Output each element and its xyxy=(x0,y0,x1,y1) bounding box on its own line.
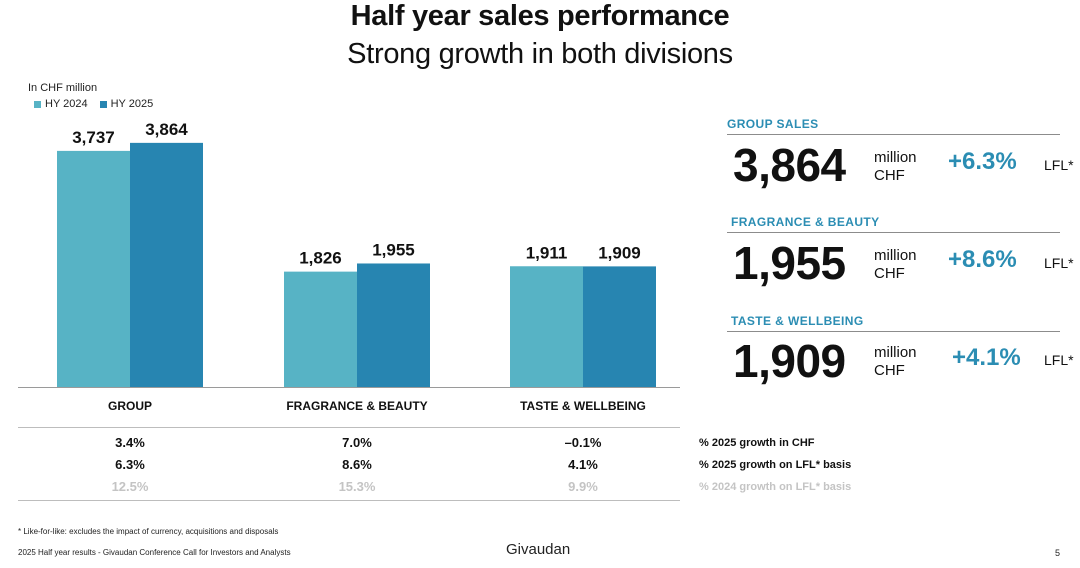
table-cell: 15.3% xyxy=(338,479,376,494)
bar-value-label: 1,826 xyxy=(299,249,342,268)
kpi-unit: million CHF xyxy=(874,149,917,185)
legend-item-hy2024: HY 2024 xyxy=(34,98,88,110)
table-cell: 4.1% xyxy=(568,457,598,472)
kpi-divider xyxy=(727,232,1060,233)
table-cell: 8.6% xyxy=(342,457,372,472)
kpi-unit-line2: CHF xyxy=(874,362,905,379)
kpi-header: GROUP SALES xyxy=(727,117,819,131)
category-label-group: GROUP xyxy=(107,399,152,413)
table-bottom-divider xyxy=(18,500,680,501)
kpi-growth: +6.3% xyxy=(948,148,1017,175)
bar-value-label: 1,911 xyxy=(526,243,568,262)
kpi-lfl: LFL* xyxy=(1044,255,1074,271)
kpi-unit-line1: million xyxy=(874,149,917,166)
table-row-label: % 2024 growth on LFL* basis xyxy=(699,481,852,493)
kpi-header: TASTE & WELLBEING xyxy=(731,314,864,328)
page-title: Half year sales performance xyxy=(350,0,730,32)
table-top-divider xyxy=(18,427,680,428)
legend-label-hy2025: HY 2025 xyxy=(110,98,154,110)
kpi-growth: +4.1% xyxy=(952,344,1021,371)
legend-swatch-hy2024 xyxy=(34,100,41,108)
table-row-label: % 2025 growth in CHF xyxy=(699,437,815,449)
kpi-unit-line2: CHF xyxy=(874,265,905,282)
kpi-unit-line1: million xyxy=(874,344,917,361)
kpi-divider xyxy=(727,134,1060,135)
bar-hy2025 xyxy=(583,266,656,387)
category-label-taste: TASTE & WELLBEING xyxy=(520,399,646,413)
kpi-header: FRAGRANCE & BEAUTY xyxy=(731,215,880,229)
kpi-unit: million CHF xyxy=(874,344,917,380)
bar-hy2024 xyxy=(57,150,130,387)
bar-chart: 3,737 3,864 1,826 1,955 1,911 1,909 xyxy=(18,120,680,388)
table-row-label: % 2025 growth on LFL* basis xyxy=(699,459,852,471)
kpi-value: 1,909 xyxy=(733,335,846,387)
bar-hy2025 xyxy=(357,263,430,387)
kpi-growth: +8.6% xyxy=(948,246,1017,273)
legend-label-hy2024: HY 2024 xyxy=(45,98,88,110)
legend-item-hy2025: HY 2025 xyxy=(99,98,154,110)
bar-hy2024 xyxy=(510,266,583,387)
kpi-value: 1,955 xyxy=(733,237,846,289)
kpi-lfl: LFL* xyxy=(1044,157,1074,173)
legend-swatch-hy2025 xyxy=(99,100,107,108)
page-number: 5 xyxy=(1055,548,1061,558)
chart-legend: HY 2024 HY 2025 xyxy=(34,98,153,110)
category-label-fragrance: FRAGRANCE & BEAUTY xyxy=(286,399,428,413)
bar-hy2025 xyxy=(130,142,203,387)
footnote: * Like-for-like: excludes the impact of … xyxy=(18,527,279,536)
kpi-lfl: LFL* xyxy=(1044,352,1074,368)
bar-value-label: 3,864 xyxy=(145,120,188,139)
kpi-unit-line2: CHF xyxy=(874,167,905,184)
brand-logo-text: Givaudan xyxy=(506,541,571,558)
unit-label: In CHF million xyxy=(28,82,98,94)
table-cell: 12.5% xyxy=(111,479,149,494)
footer-text: 2025 Half year results - Givaudan Confer… xyxy=(18,548,291,557)
bar-value-label: 3,737 xyxy=(72,128,115,147)
table-cell: 7.0% xyxy=(342,435,372,450)
kpi-unit: million CHF xyxy=(874,247,917,283)
page-subtitle: Strong growth in both divisions xyxy=(347,38,733,70)
kpi-unit-line1: million xyxy=(874,247,917,264)
kpi-value: 3,864 xyxy=(733,139,846,191)
table-cell: –0.1% xyxy=(564,435,602,450)
table-cell: 9.9% xyxy=(568,479,598,494)
bar-hy2024 xyxy=(284,271,357,387)
kpi-divider xyxy=(727,331,1060,332)
bar-value-label: 1,909 xyxy=(598,243,641,262)
table-cell: 3.4% xyxy=(115,435,145,450)
bar-value-label: 1,955 xyxy=(372,240,415,259)
table-cell: 6.3% xyxy=(115,457,145,472)
